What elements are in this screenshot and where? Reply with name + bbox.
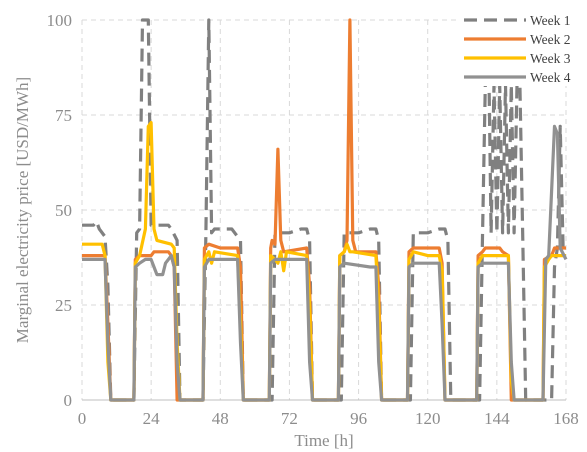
x-tick-label: 96 — [350, 409, 367, 428]
series-line-week-1 — [82, 18, 566, 402]
y-axis-title: Marginal electricity price [USD/MWh] — [13, 77, 32, 343]
legend: Week 1 Week 2 Week 3 Week 4 — [458, 8, 571, 86]
x-tick-label: 144 — [484, 409, 510, 428]
series-lines — [82, 18, 568, 402]
series-line-week-4 — [82, 124, 568, 402]
y-tick-label: 25 — [55, 296, 72, 315]
y-tick-label: 0 — [64, 391, 73, 410]
legend-label: Week 1 — [530, 13, 571, 28]
x-tick-label: 0 — [78, 409, 87, 428]
x-tick-labels: 0 24 48 72 96 120 144 168 — [78, 409, 579, 428]
x-tick-label: 120 — [415, 409, 441, 428]
x-tick-label: 48 — [212, 409, 229, 428]
y-tick-labels: 0 25 50 75 100 — [47, 11, 73, 410]
x-tick-label: 168 — [553, 409, 579, 428]
x-tick-label: 24 — [143, 409, 161, 428]
y-tick-label: 50 — [55, 201, 72, 220]
x-tick-label: 72 — [281, 409, 298, 428]
legend-label: Week 3 — [530, 51, 571, 66]
y-tick-label: 100 — [47, 11, 73, 30]
y-tick-label: 75 — [55, 106, 72, 125]
legend-label: Week 4 — [530, 70, 571, 85]
legend-label: Week 2 — [530, 32, 571, 47]
x-axis-title: Time [h] — [294, 431, 353, 450]
